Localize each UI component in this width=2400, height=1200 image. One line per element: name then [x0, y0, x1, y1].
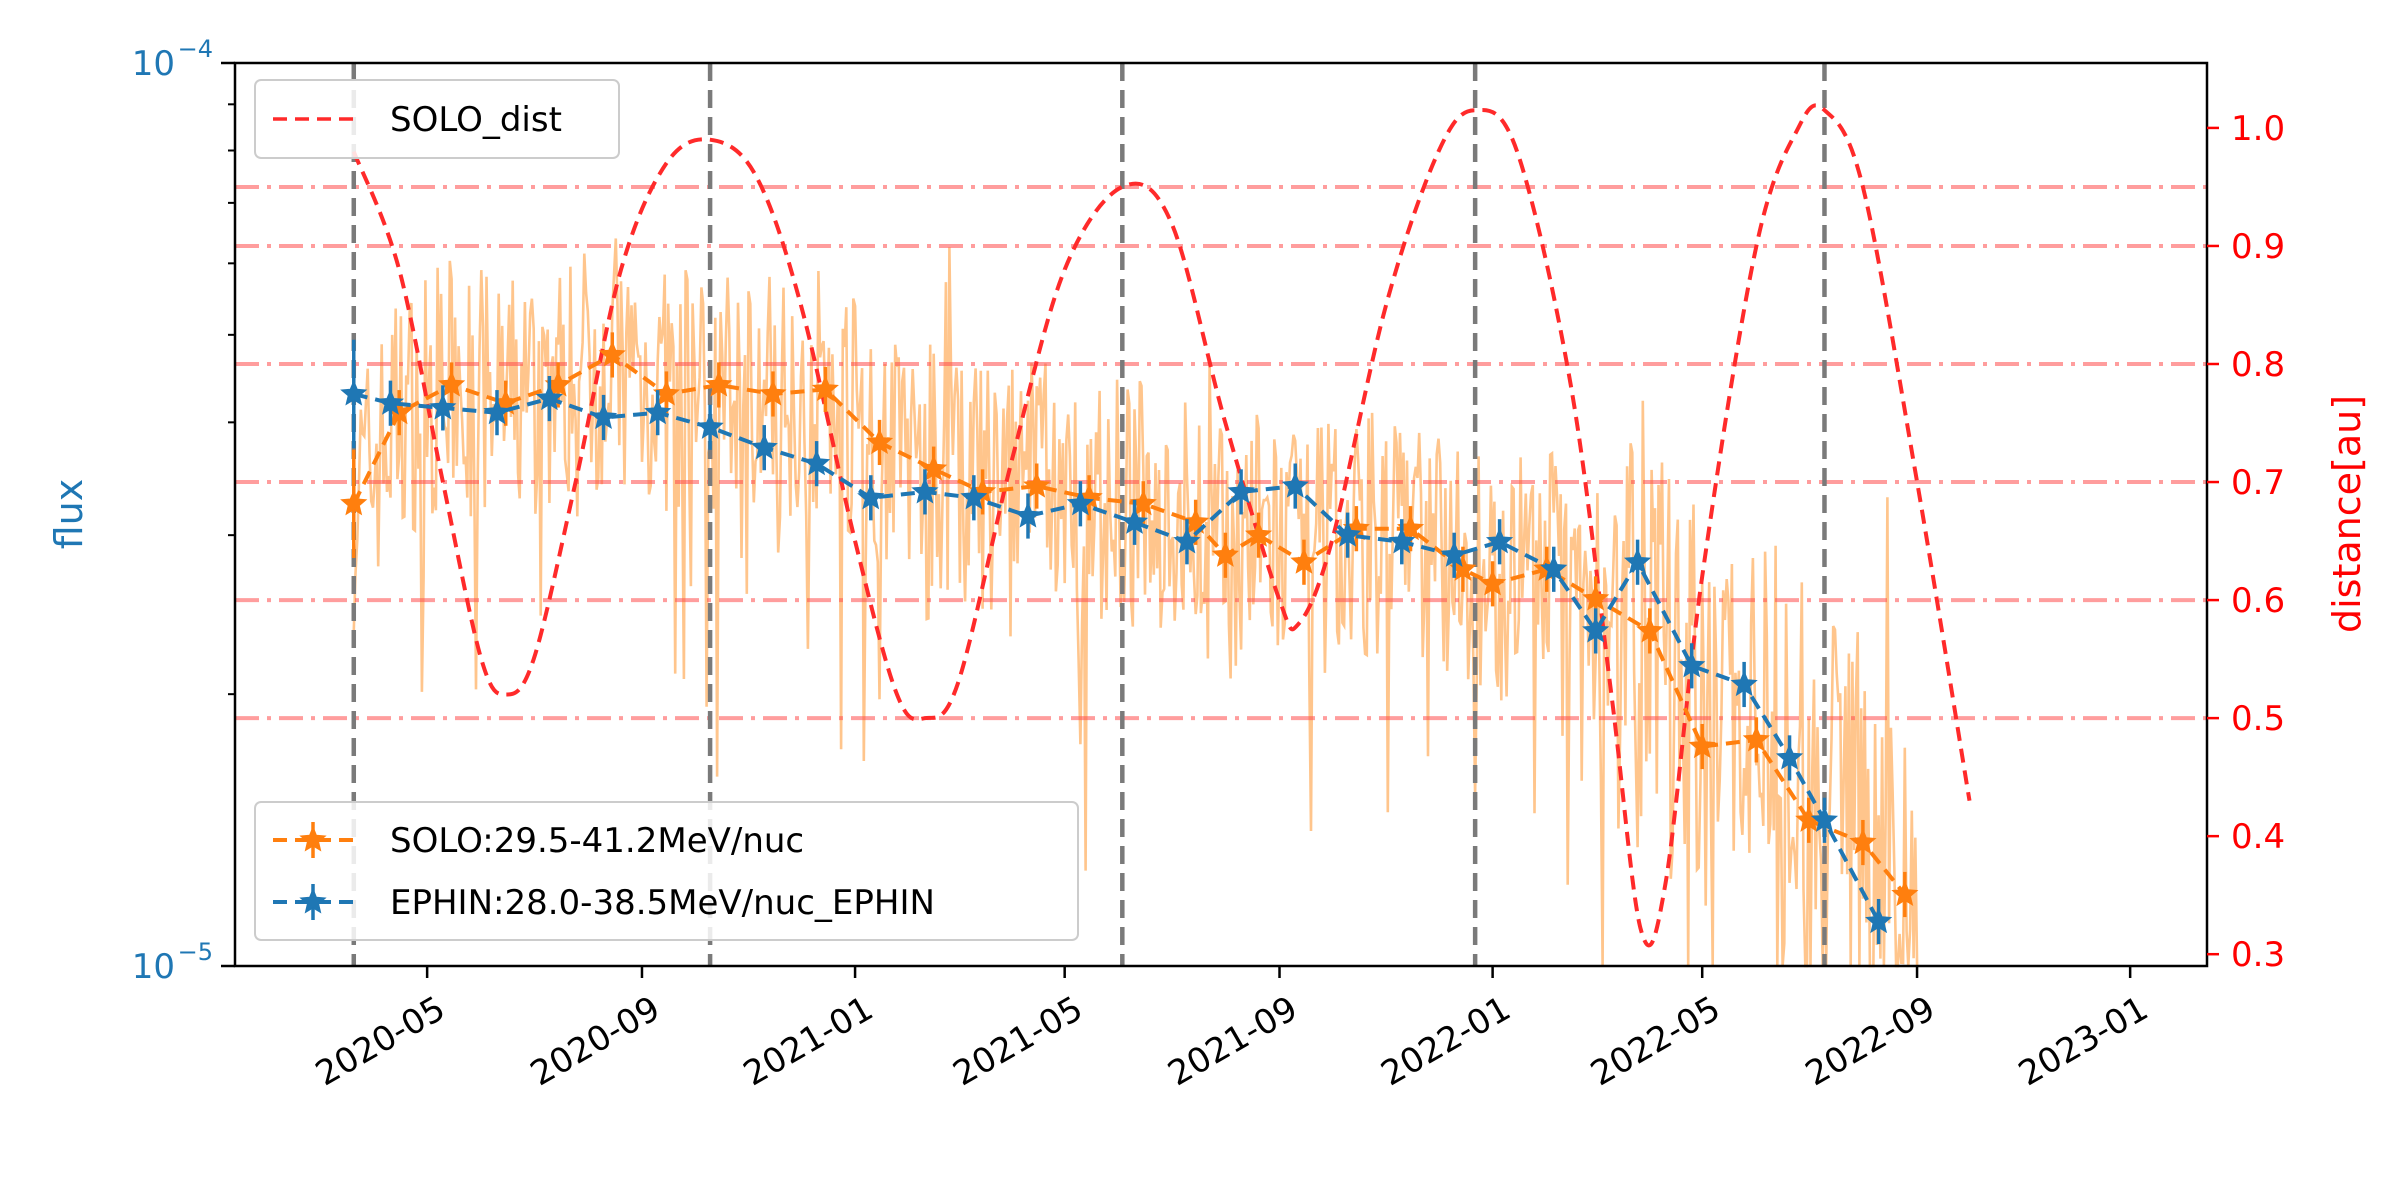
ephin-flux-point	[1485, 527, 1514, 554]
solo-flux-point	[1849, 828, 1877, 855]
ephin-flux-point	[1334, 520, 1362, 547]
ephin-flux-point	[1775, 743, 1804, 770]
solo-flux-point	[1244, 520, 1273, 547]
legend-ephin-label: EPHIN:28.0-38.5MeV/nuc_EPHIN	[390, 883, 935, 923]
perihelion-aphelion-lines	[351, 63, 1827, 966]
ephin-flux-point	[1540, 555, 1568, 581]
solo-flux-point	[920, 454, 948, 481]
raw-flux-trace	[352, 238, 1919, 968]
ephin-flux-point	[1120, 507, 1149, 534]
ephin-flux-point	[1440, 541, 1468, 567]
legend-solo-swatch	[273, 822, 353, 858]
solo-flux-point	[598, 340, 626, 367]
solo-flux-point	[652, 379, 681, 406]
distance-reference-lines	[235, 184, 2207, 721]
right-axis-title: distance[au]	[2325, 395, 2369, 633]
ephin-flux-point	[857, 483, 885, 510]
plot-frame	[233, 61, 2209, 968]
raw-flux-line	[352, 238, 1919, 968]
left-axis-title: flux	[47, 479, 91, 550]
y-left-tick-label: 10	[132, 947, 175, 987]
solo-flux-point	[1891, 880, 1919, 907]
ephin-flux-point	[1582, 616, 1610, 643]
ephin-flux-point	[483, 398, 511, 425]
ephin-flux-point	[1623, 547, 1652, 574]
y-left-tick-label: 10	[132, 44, 175, 84]
x-tick-label: 2021-09	[1161, 989, 1304, 1095]
ephin-flux-point	[1014, 501, 1042, 528]
solo-flux-point	[340, 489, 368, 516]
ephin-flux-point	[1865, 907, 1893, 934]
solo-dist-series	[351, 103, 1972, 948]
axis-titles: flux distance[au]	[47, 395, 2369, 633]
legend-solo-dist-label: SOLO_dist	[390, 100, 562, 140]
ephin-flux-point	[1810, 805, 1839, 832]
x-tick-label: 2020-09	[524, 989, 667, 1095]
y-right-tick-label: 0.8	[2231, 345, 2285, 385]
legend-ephin-swatch	[273, 884, 353, 920]
y-right-tick-label: 0.7	[2231, 463, 2285, 503]
y-right-tick-label: 0.4	[2231, 817, 2285, 857]
solo-flux-point	[1688, 732, 1716, 759]
ephin-flux-point	[429, 393, 457, 420]
y-right-tick-label: 1.0	[2231, 109, 2285, 149]
solo-flux-point	[1636, 616, 1664, 643]
ephin-flux-point	[1066, 489, 1095, 516]
solo-flux-point	[1290, 547, 1318, 574]
solo-dist-line	[351, 103, 1972, 948]
legend-bottom: SOLO:29.5-41.2MeV/nuc EPHIN:28.0-38.5MeV…	[254, 801, 1079, 941]
legend-top-box	[254, 79, 620, 159]
legend-swatch-star	[299, 887, 327, 914]
ephin-flux-point	[1388, 527, 1416, 554]
x-tick-label: 2020-05	[309, 989, 452, 1095]
y-right-tick-label: 0.3	[2231, 935, 2285, 975]
y-right-tick-label: 0.9	[2231, 227, 2285, 267]
solo-flux-point	[811, 375, 839, 402]
ephin-flux-point	[340, 379, 368, 406]
ephin-flux-point	[696, 412, 724, 439]
legend-solo-label: SOLO:29.5-41.2MeV/nuc	[390, 821, 804, 861]
ephin-flux-point	[750, 433, 778, 460]
solo-flux-point	[1478, 569, 1507, 596]
x-tick-label: 2022-09	[1799, 989, 1942, 1095]
y-right-tick-label: 0.6	[2231, 581, 2285, 621]
ephin-flux-point	[535, 384, 564, 411]
ephin-flux-point	[589, 403, 618, 430]
y-right-tick-label: 0.5	[2231, 699, 2285, 739]
solo-flux-point	[705, 370, 733, 397]
solo-flux-point	[1129, 489, 1157, 516]
ephin-flux-point	[1730, 670, 1758, 697]
solo-flux-point	[1023, 471, 1051, 498]
legend-bottom-box	[254, 801, 1079, 941]
ephin-flux-point	[1173, 527, 1201, 554]
x-tick-label: 2022-05	[1584, 989, 1727, 1095]
y-left-tick-exponent: −4	[178, 35, 213, 63]
ephin-flux-point	[911, 477, 939, 504]
x-tick-label: 2021-05	[947, 989, 1090, 1095]
solo-flux-point	[1742, 725, 1770, 752]
ephin-flux-point	[803, 449, 831, 476]
ephin-flux-point	[1227, 477, 1255, 504]
y-left-tick-exponent: −5	[178, 938, 213, 966]
ephin-flux-point	[644, 398, 672, 425]
ephin-flux-point	[1281, 471, 1309, 498]
x-tick-label: 2023-01	[2012, 989, 2155, 1095]
ephin-flux-point	[376, 388, 405, 415]
legend-swatch-star	[299, 825, 327, 852]
ephin-flux-point	[1678, 651, 1706, 678]
x-tick-label: 2022-01	[1374, 989, 1517, 1095]
legend-top: SOLO_dist	[254, 79, 620, 159]
solo-flux-point	[865, 428, 894, 455]
solo-flux-point	[437, 370, 466, 397]
ephin-flux-series	[340, 339, 1893, 945]
solo-flux-point	[1582, 584, 1610, 611]
solo-flux-point	[759, 379, 787, 406]
solo-flux-point	[1211, 541, 1239, 567]
ephin-flux-point	[960, 483, 988, 510]
x-tick-label: 2021-01	[737, 989, 880, 1095]
